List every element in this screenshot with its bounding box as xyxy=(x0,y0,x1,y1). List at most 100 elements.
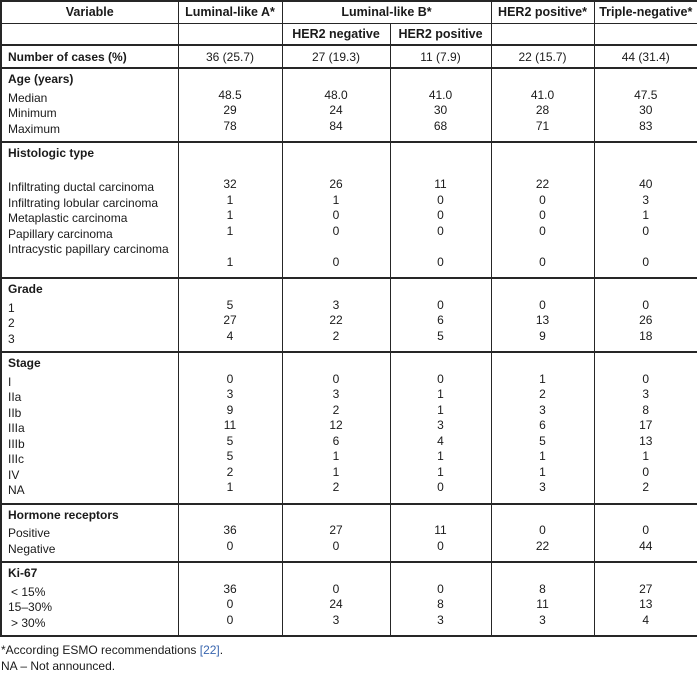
cell-value: 2 xyxy=(226,464,234,479)
subcol-header-her2-positive: HER2 positive xyxy=(389,22,492,46)
cell-value xyxy=(595,566,697,582)
row-label: 3 xyxy=(8,331,15,346)
section-header: Grade xyxy=(8,282,43,296)
cell-value: 3 xyxy=(539,480,546,494)
row-label xyxy=(8,258,175,274)
col-header-variable: Variable xyxy=(0,0,179,24)
cell-value: 41.0 xyxy=(530,87,555,102)
cell-value: 30 xyxy=(639,103,653,117)
cell-value: 26 xyxy=(329,177,343,191)
col-header-luminal-a: Luminal-like A* xyxy=(177,0,283,24)
cell-value: 0 xyxy=(437,223,444,238)
cell-value: 30 xyxy=(433,103,448,117)
section-value-cell: 0 26 18 xyxy=(593,277,697,353)
cell-value: 5 xyxy=(437,328,444,343)
cell-value xyxy=(595,146,697,162)
cell-value xyxy=(391,72,491,88)
cell-value: 0 xyxy=(642,254,650,269)
reference-link-22[interactable]: [22] xyxy=(199,643,220,657)
cell-value: 28 xyxy=(535,103,550,117)
cell-value: 26 xyxy=(639,313,653,327)
section-value-cell: 0 3 9 11 5 5 2 1 xyxy=(177,351,283,504)
cell-value: 0 xyxy=(332,538,340,553)
cell-value: 48.5 xyxy=(218,87,242,102)
cell-value xyxy=(179,356,282,372)
cell-value: 1 xyxy=(539,449,546,463)
cell-value xyxy=(492,566,594,582)
cell-value: 0 xyxy=(539,223,546,238)
cell-value xyxy=(283,566,390,582)
cell-value: 22 xyxy=(329,313,343,327)
cell-value: 36 xyxy=(223,581,237,596)
cell-value: 41.0 xyxy=(428,87,453,102)
cell-value: 78 xyxy=(223,118,237,133)
footnote-text: *According ESMO recommendations xyxy=(1,643,200,657)
row-label: IV xyxy=(8,467,20,482)
row-label: Infiltrating ductal carcinoma xyxy=(8,180,155,194)
cell-value xyxy=(179,72,282,88)
cell-value: 3 xyxy=(332,297,340,312)
cell-value: 0 xyxy=(226,597,234,611)
cell-value: 0 xyxy=(642,464,650,479)
cell-value: 3 xyxy=(437,418,444,432)
section-header: Age (years) xyxy=(8,72,74,86)
cell-value: 0 xyxy=(437,192,444,207)
row-label: Minimum xyxy=(8,106,57,120)
cell-value: 4 xyxy=(226,328,234,343)
section-value-cell: 41.0 30 68 xyxy=(389,67,492,143)
cell-value: 1 xyxy=(226,480,234,494)
cell-value xyxy=(391,239,491,255)
row-label: 1 xyxy=(8,300,15,315)
cell-value xyxy=(492,239,594,255)
section-value-cell: 27 0 xyxy=(281,502,391,563)
footnote-text: . xyxy=(219,643,224,657)
empty-header-cell xyxy=(490,22,595,46)
footnote-na: NA – Not announced. xyxy=(1,659,116,673)
cell-value: 6 xyxy=(332,433,340,448)
cell-value: 27 xyxy=(223,313,237,327)
row-label: NA xyxy=(8,483,25,497)
cell-value: 36 xyxy=(223,523,237,537)
section-value-cell: 5 27 4 xyxy=(177,277,283,353)
section-row-stage: Stage I IIa IIb IIIa IIIb IIIc IV NA 0 3 9 11 5 5 2 1 0… xyxy=(0,351,697,504)
cell-value: 0 xyxy=(642,297,650,312)
cell-value: 11 xyxy=(434,177,447,191)
section-label-cell-stage: Stage I IIa IIb IIIa IIIb IIIc IV NA xyxy=(0,351,179,504)
row-label: > 30% xyxy=(11,615,46,630)
cell-value: 3 xyxy=(539,402,546,417)
cell-value: 5 xyxy=(539,433,546,448)
row-label: Median xyxy=(8,90,48,105)
empty-header-cell xyxy=(0,22,179,46)
cell-value: 5 xyxy=(226,297,234,312)
cell-value xyxy=(391,356,491,372)
cell-value: 27 xyxy=(329,523,343,537)
clinicopathological-table: Variable Luminal-like A* Luminal-like B*… xyxy=(0,0,697,637)
cell-value: 0 xyxy=(642,223,650,238)
cell-value: 0 xyxy=(332,208,340,222)
section-value-cell: 8 11 3 xyxy=(490,561,595,637)
cell-value xyxy=(179,162,282,178)
section-value-cell: 48.5 29 78 xyxy=(177,67,283,143)
cell-value xyxy=(283,356,390,372)
section-value-cell: 0 3 2 12 6 1 1 2 xyxy=(281,351,391,504)
cell-value xyxy=(492,356,594,372)
cell-value: 9 xyxy=(539,328,546,343)
section-label-cell-grade: Grade 1 2 3 xyxy=(0,277,179,353)
cell-value: 1 xyxy=(437,387,444,401)
section-value-cell: 32 1 1 1 1 xyxy=(177,141,283,279)
cell-value: 0 xyxy=(539,208,546,222)
cell-value: 8 xyxy=(642,402,650,417)
row-label: Positive xyxy=(8,526,51,540)
cell-value: 18 xyxy=(639,328,653,343)
cases-value: 27 (19.3) xyxy=(281,44,391,69)
cell-value: 1 xyxy=(539,464,546,479)
section-value-cell: 40 3 1 0 0 xyxy=(593,141,697,279)
cell-value xyxy=(179,508,282,524)
section-label-cell-ki-67: Ki-67 < 15% 15–30% > 30% xyxy=(0,561,179,637)
cell-value xyxy=(179,566,282,582)
row-label xyxy=(8,165,175,181)
empty-header-cell xyxy=(593,22,697,46)
